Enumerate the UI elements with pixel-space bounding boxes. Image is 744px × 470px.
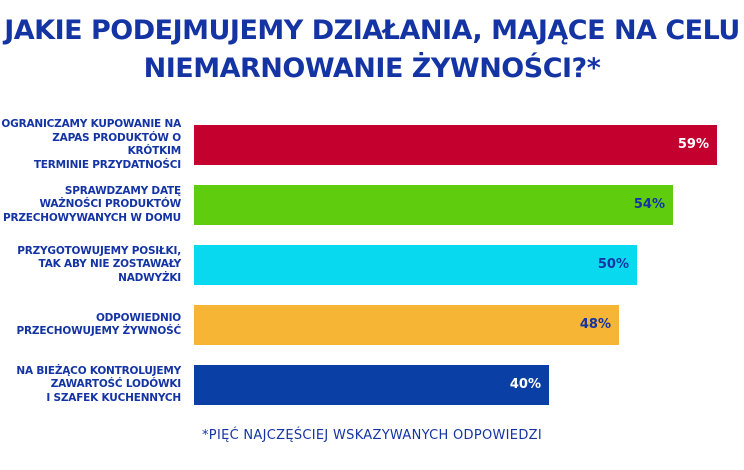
value-label: 59% — [677, 137, 709, 152]
bar — [194, 245, 637, 285]
category-label-line: WAŻNOŚCI PRODUKTÓW — [39, 198, 181, 211]
bar — [194, 125, 717, 165]
chart-title-line-2: NIEMARNOWANIE ŻYWNOŚCI?* — [143, 53, 601, 84]
bar — [194, 305, 619, 345]
bar — [194, 185, 673, 225]
category-label: ODPOWIEDNIO PRZECHOWUJEMY ŻYWNOŚĆ — [0, 305, 182, 345]
category-label-line: ODPOWIEDNIO — [95, 311, 181, 324]
category-label-line: ZAWARTOŚĆ LODÓWKI — [50, 378, 181, 391]
value-label: 40% — [509, 377, 541, 392]
category-label-line: PRZECHOWUJEMY ŻYWNOŚĆ — [16, 325, 182, 337]
category-label-line: NADWYŻKI — [118, 271, 181, 284]
category-label-line: TERMINIE PRZYDATNOŚCI — [33, 158, 181, 171]
category-label: PRZYGOTOWUJEMY POSIŁKI, TAK ABY NIE ZOSTA… — [0, 245, 181, 285]
value-label: 48% — [579, 317, 611, 332]
category-label-line: SPRAWDZAMY DATĘ — [64, 184, 181, 197]
footnote: *PIĘĆ NAJCZĘŚCIEJ WSKAZYWANYCH ODPOWIEDZ… — [202, 428, 542, 443]
value-label: 50% — [597, 257, 629, 272]
category-label: SPRAWDZAMY DATĘ WAŻNOŚCI PRODUKTÓW PRZECHO… — [0, 185, 181, 225]
category-label: NA BIEŻĄCO KONTROLUJEMY ZAWARTOŚĆ LODÓWKI… — [0, 365, 181, 405]
category-label-line: PRZYGOTOWUJEMY POSIŁKI, — [17, 244, 181, 257]
chart-title: JAKIE PODEJMUJEMY DZIAŁANIA, MAJĄCE NA C… — [0, 12, 744, 88]
bar — [194, 365, 549, 405]
chart-title-line-1: JAKIE PODEJMUJEMY DZIAŁANIA, MAJĄCE NA C… — [4, 15, 740, 46]
value-label: 54% — [633, 197, 665, 212]
category-label-line: OGRANICZAMY KUPOWANIE NA — [1, 118, 181, 130]
category-label-line: NA BIEŻĄCO KONTROLUJEMY — [16, 364, 181, 377]
category-label-line: TAK ABY NIE ZOSTAWAŁY — [38, 258, 182, 271]
category-label-line: PRZECHOWYWANYCH W DOMU — [2, 211, 181, 224]
category-label-line: ZAPAS PRODUKTÓW O KRÓTKIM — [52, 131, 181, 158]
category-label: OGRANICZAMY KUPOWANIE NA ZAPAS PRODUKTÓW … — [0, 118, 181, 171]
category-label-line: I SZAFEK KUCHENNYCH — [46, 391, 181, 404]
